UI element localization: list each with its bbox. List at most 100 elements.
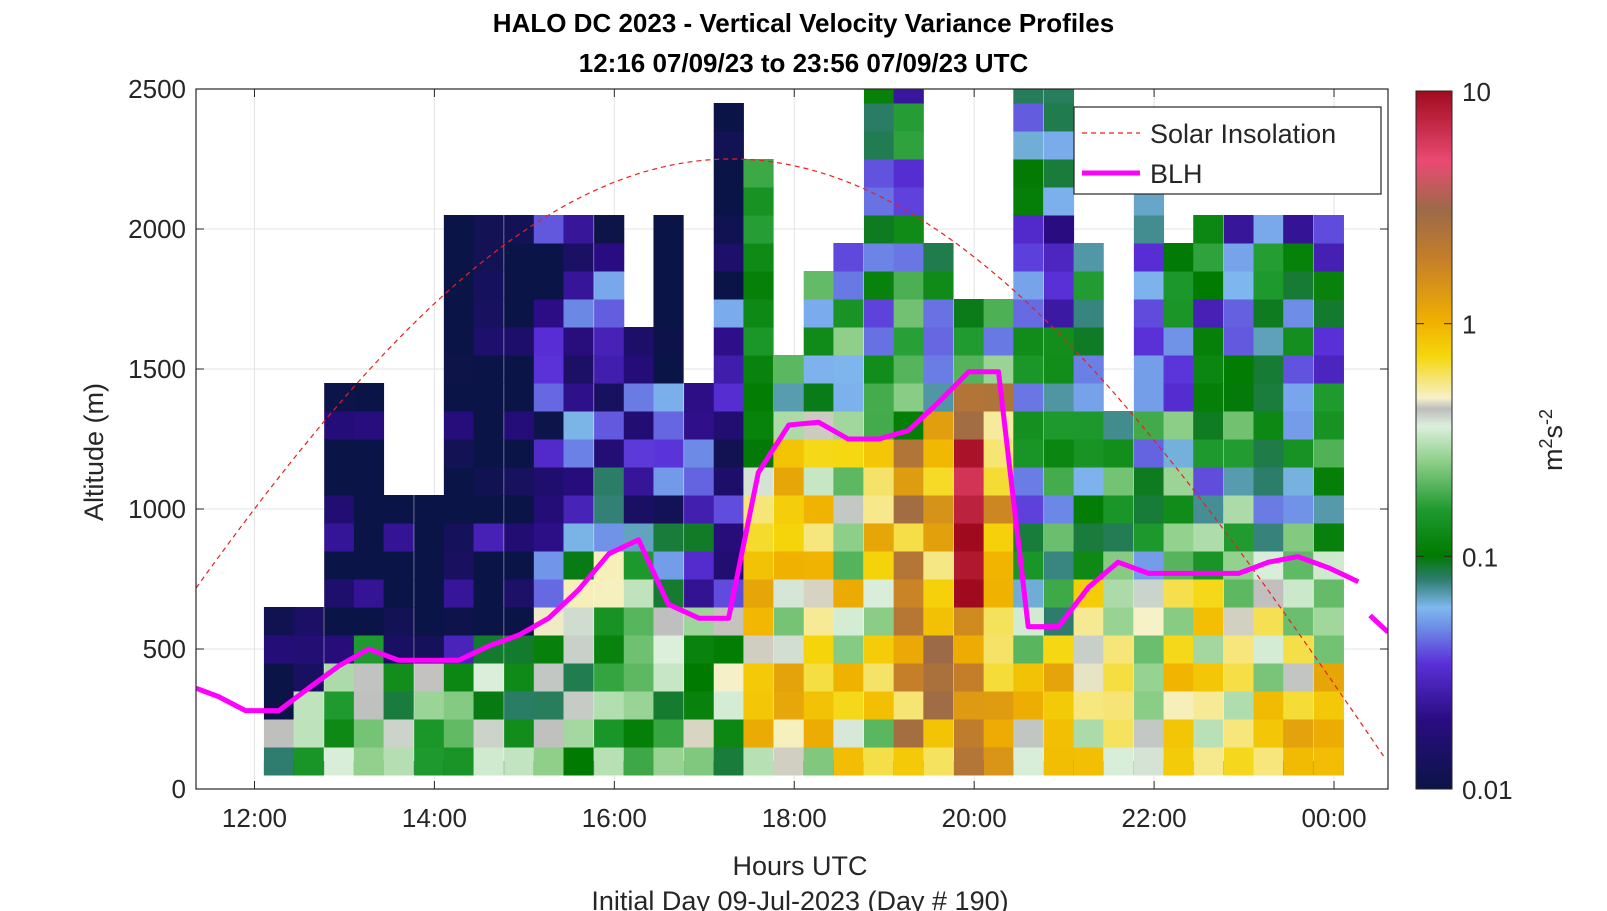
variance-cell bbox=[803, 439, 834, 468]
colorbar-ticks: 0.01 0.1 1 10 bbox=[1416, 77, 1513, 805]
variance-cell bbox=[1133, 635, 1165, 664]
variance-cell bbox=[1193, 243, 1224, 272]
variance-cell bbox=[653, 271, 684, 300]
variance-cell bbox=[1163, 663, 1194, 692]
variance-cell bbox=[594, 271, 625, 300]
variance-cell bbox=[1133, 355, 1165, 384]
variance-cell bbox=[324, 579, 355, 608]
variance-cell bbox=[504, 327, 535, 356]
variance-cell bbox=[443, 411, 475, 440]
variance-cell bbox=[1013, 411, 1044, 440]
variance-cell bbox=[353, 607, 385, 636]
variance-cell bbox=[473, 691, 504, 720]
variance-cell bbox=[803, 523, 834, 552]
variance-cell bbox=[1133, 299, 1165, 328]
variance-cell bbox=[1253, 495, 1284, 524]
variance-cell bbox=[594, 327, 625, 356]
variance-cell bbox=[1193, 523, 1224, 552]
variance-cell bbox=[1223, 719, 1255, 748]
variance-cell bbox=[1283, 355, 1314, 384]
variance-cell bbox=[684, 635, 715, 664]
variance-cell bbox=[563, 495, 594, 524]
variance-cell bbox=[1163, 271, 1194, 300]
variance-cell bbox=[414, 551, 445, 580]
variance-cell bbox=[743, 719, 774, 748]
variance-cell bbox=[713, 411, 744, 440]
variance-cell bbox=[1253, 523, 1284, 552]
x-tick-label: 22:00 bbox=[1122, 803, 1187, 833]
variance-cell bbox=[1253, 467, 1284, 496]
variance-cell bbox=[443, 691, 475, 720]
variance-cell bbox=[743, 635, 774, 664]
variance-cell bbox=[504, 551, 535, 580]
variance-cell bbox=[653, 327, 684, 356]
variance-cell bbox=[263, 607, 295, 636]
variance-cell bbox=[833, 607, 864, 636]
variance-cell bbox=[833, 467, 864, 496]
variance-cell bbox=[893, 663, 924, 692]
variance-cell bbox=[594, 579, 625, 608]
variance-cell bbox=[923, 607, 954, 636]
variance-cell bbox=[1313, 439, 1344, 468]
variance-cell bbox=[803, 383, 834, 412]
variance-cell bbox=[353, 579, 385, 608]
variance-cell bbox=[743, 579, 774, 608]
variance-cell bbox=[923, 327, 954, 356]
legend-box bbox=[1073, 106, 1382, 195]
variance-cell bbox=[1013, 215, 1044, 244]
variance-cell bbox=[533, 635, 564, 664]
variance-cell bbox=[684, 551, 715, 580]
variance-cell bbox=[1283, 719, 1314, 748]
variance-cell bbox=[1103, 719, 1134, 748]
variance-cell bbox=[353, 467, 385, 496]
variance-cell bbox=[1223, 747, 1255, 776]
variance-cell bbox=[774, 355, 805, 384]
variance-cell bbox=[623, 383, 654, 412]
variance-cell bbox=[1103, 607, 1134, 636]
variance-cell bbox=[504, 299, 535, 328]
variance-cell bbox=[473, 271, 504, 300]
variance-cell bbox=[863, 719, 895, 748]
variance-cell bbox=[1103, 467, 1134, 496]
variance-cell bbox=[1103, 523, 1134, 552]
variance-cell bbox=[953, 299, 985, 328]
variance-cell bbox=[1073, 243, 1104, 272]
variance-cell bbox=[1283, 691, 1314, 720]
variance-cell bbox=[1253, 383, 1284, 412]
variance-cell bbox=[863, 243, 895, 272]
variance-cell bbox=[1193, 579, 1224, 608]
variance-cell bbox=[623, 411, 654, 440]
variance-cell bbox=[1283, 411, 1314, 440]
variance-cell bbox=[713, 439, 744, 468]
variance-cell bbox=[263, 635, 295, 664]
variance-cell bbox=[1013, 327, 1044, 356]
variance-cell bbox=[1073, 383, 1104, 412]
variance-cell bbox=[923, 495, 954, 524]
variance-cell bbox=[623, 439, 654, 468]
variance-cell bbox=[743, 607, 774, 636]
variance-cell bbox=[563, 215, 594, 244]
variance-cell bbox=[383, 495, 414, 524]
variance-cell bbox=[1013, 243, 1044, 272]
variance-cell bbox=[684, 523, 715, 552]
variance-cell bbox=[983, 607, 1014, 636]
variance-cell bbox=[774, 747, 805, 776]
variance-cell bbox=[983, 551, 1014, 580]
variance-cell bbox=[983, 299, 1014, 328]
variance-cell bbox=[743, 551, 774, 580]
variance-cell bbox=[1163, 495, 1194, 524]
variance-cell bbox=[893, 383, 924, 412]
variance-cell bbox=[713, 271, 744, 300]
variance-cell bbox=[263, 663, 295, 692]
variance-cell bbox=[1223, 523, 1255, 552]
variance-cell bbox=[803, 495, 834, 524]
variance-cell bbox=[263, 747, 295, 776]
variance-cell bbox=[1163, 299, 1194, 328]
variance-cell bbox=[1193, 663, 1224, 692]
variance-cell bbox=[1013, 89, 1044, 104]
variance-cell bbox=[713, 579, 744, 608]
variance-cell bbox=[1013, 663, 1044, 692]
variance-cell bbox=[1043, 579, 1075, 608]
variance-cell bbox=[863, 383, 895, 412]
variance-cell bbox=[324, 495, 355, 524]
